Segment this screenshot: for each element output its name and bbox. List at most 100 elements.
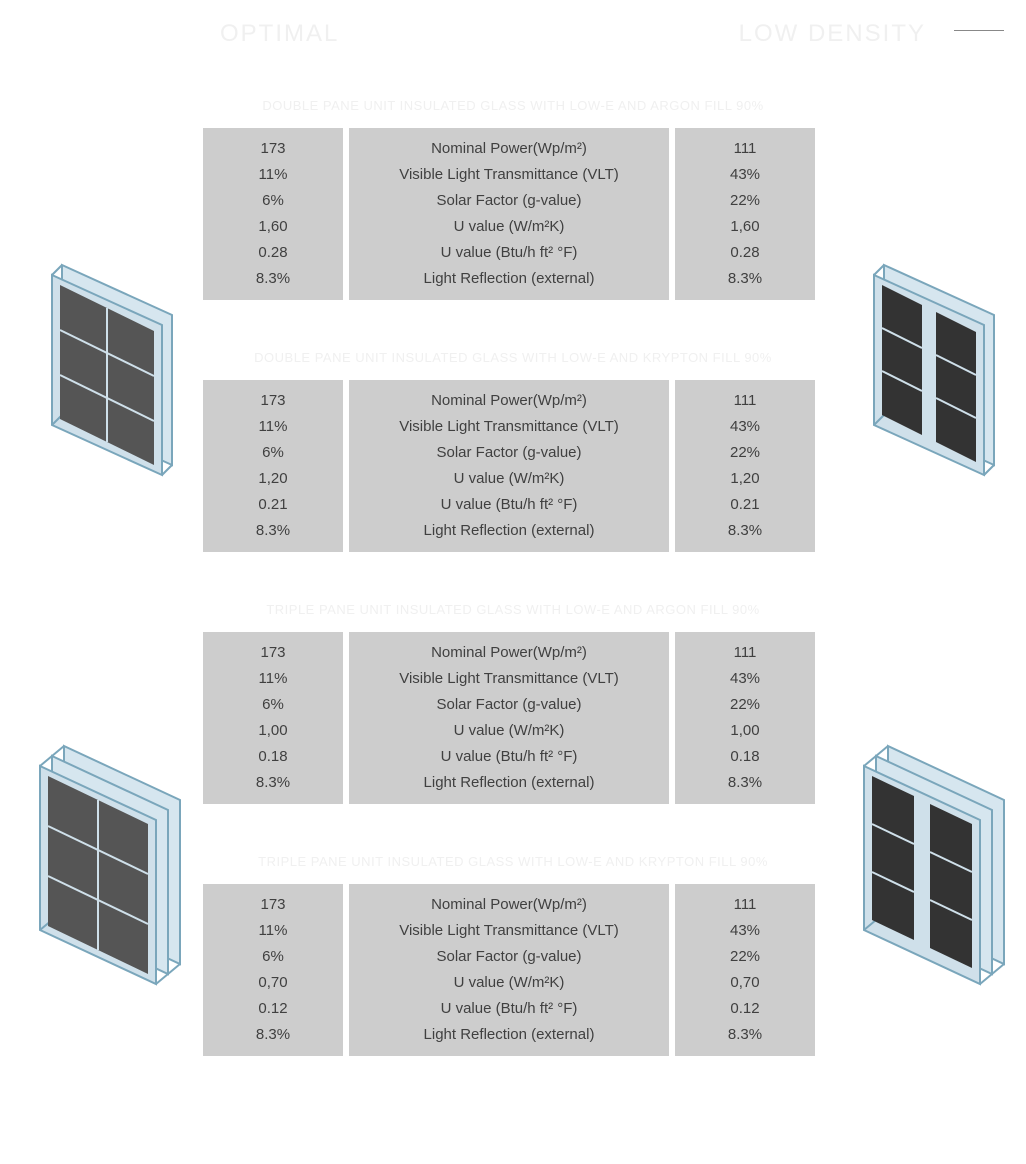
cell: 1,00 — [203, 718, 343, 744]
spec-table: 173 11% 6% 1,60 0.28 8.3% Nominal Power(… — [203, 128, 823, 300]
cell: 22% — [675, 188, 815, 214]
label: U value (Btu/h ft² °F) — [349, 240, 669, 266]
col-left: 173 11% 6% 1,60 0.28 8.3% — [203, 128, 343, 300]
label: Nominal Power(Wp/m²) — [349, 892, 669, 918]
col-labels: Nominal Power(Wp/m²) Visible Light Trans… — [349, 128, 669, 300]
cell: 1,60 — [675, 214, 815, 240]
label: U value (W/m²K) — [349, 970, 669, 996]
label: U value (Btu/h ft² °F) — [349, 996, 669, 1022]
cell: 1,20 — [675, 466, 815, 492]
cell: 6% — [203, 188, 343, 214]
cell: 6% — [203, 944, 343, 970]
label: Light Reflection (external) — [349, 518, 669, 544]
cell: 6% — [203, 692, 343, 718]
glass-double-optimal-icon — [42, 255, 192, 485]
cell: 111 — [675, 136, 815, 162]
cell: 111 — [675, 640, 815, 666]
cell: 0.21 — [675, 492, 815, 518]
cell: 0.18 — [675, 744, 815, 770]
label: U value (W/m²K) — [349, 718, 669, 744]
cell: 0.28 — [675, 240, 815, 266]
cell: 0,70 — [203, 970, 343, 996]
label: Visible Light Transmittance (VLT) — [349, 162, 669, 188]
header-row: OPTIMAL LOW DENSITY — [0, 0, 1026, 58]
cell: 173 — [203, 136, 343, 162]
label: U value (Btu/h ft² °F) — [349, 492, 669, 518]
cell: 8.3% — [675, 1022, 815, 1048]
label: Solar Factor (g-value) — [349, 188, 669, 214]
section-0: DOUBLE PANE UNIT INSULATED GLASS WITH LO… — [203, 98, 823, 300]
label: Visible Light Transmittance (VLT) — [349, 414, 669, 440]
col-right: 111 43% 22% 1,00 0.18 8.3% — [675, 632, 815, 804]
cell: 22% — [675, 692, 815, 718]
cell: 111 — [675, 892, 815, 918]
cell: 0.28 — [203, 240, 343, 266]
spec-table: 173 11% 6% 1,20 0.21 8.3% Nominal Power(… — [203, 380, 823, 552]
cell: 1,00 — [675, 718, 815, 744]
page: OPTIMAL LOW DENSITY DOUBLE PANE UNIT INS… — [0, 0, 1026, 1116]
spec-table: 173 11% 6% 0,70 0.12 8.3% Nominal Power(… — [203, 884, 823, 1056]
label: Nominal Power(Wp/m²) — [349, 136, 669, 162]
header-left: OPTIMAL — [220, 20, 339, 48]
cell: 8.3% — [675, 770, 815, 796]
cell: 173 — [203, 640, 343, 666]
cell: 0.21 — [203, 492, 343, 518]
col-left: 173 11% 6% 0,70 0.12 8.3% — [203, 884, 343, 1056]
label: U value (W/m²K) — [349, 466, 669, 492]
cell: 0.18 — [203, 744, 343, 770]
col-labels: Nominal Power(Wp/m²) Visible Light Trans… — [349, 632, 669, 804]
label: Visible Light Transmittance (VLT) — [349, 666, 669, 692]
col-right: 111 43% 22% 0,70 0.12 8.3% — [675, 884, 815, 1056]
cell: 11% — [203, 918, 343, 944]
cell: 11% — [203, 666, 343, 692]
label: Light Reflection (external) — [349, 266, 669, 292]
cell: 22% — [675, 944, 815, 970]
glass-triple-lowdensity-icon — [854, 740, 1024, 1000]
col-labels: Nominal Power(Wp/m²) Visible Light Trans… — [349, 380, 669, 552]
label: Visible Light Transmittance (VLT) — [349, 918, 669, 944]
glass-triple-optimal-icon — [30, 740, 200, 1000]
col-left: 173 11% 6% 1,00 0.18 8.3% — [203, 632, 343, 804]
cell: 43% — [675, 162, 815, 188]
top-rule — [954, 30, 1004, 31]
spec-table: 173 11% 6% 1,00 0.18 8.3% Nominal Power(… — [203, 632, 823, 804]
cell: 11% — [203, 162, 343, 188]
cell: 43% — [675, 414, 815, 440]
cell: 8.3% — [203, 518, 343, 544]
col-right: 111 43% 22% 1,60 0.28 8.3% — [675, 128, 815, 300]
section-1: DOUBLE PANE UNIT INSULATED GLASS WITH LO… — [203, 350, 823, 552]
header-right: LOW DENSITY — [739, 20, 926, 48]
label: Solar Factor (g-value) — [349, 944, 669, 970]
label: Nominal Power(Wp/m²) — [349, 640, 669, 666]
section-2: TRIPLE PANE UNIT INSULATED GLASS WITH LO… — [203, 602, 823, 804]
cell: 11% — [203, 414, 343, 440]
label: Solar Factor (g-value) — [349, 692, 669, 718]
section-3: TRIPLE PANE UNIT INSULATED GLASS WITH LO… — [203, 854, 823, 1056]
cell: 8.3% — [675, 518, 815, 544]
cell: 111 — [675, 388, 815, 414]
cell: 1,60 — [203, 214, 343, 240]
cell: 173 — [203, 892, 343, 918]
cell: 173 — [203, 388, 343, 414]
cell: 8.3% — [203, 1022, 343, 1048]
cell: 8.3% — [203, 770, 343, 796]
label: Light Reflection (external) — [349, 1022, 669, 1048]
cell: 6% — [203, 440, 343, 466]
cell: 0.12 — [203, 996, 343, 1022]
col-left: 173 11% 6% 1,20 0.21 8.3% — [203, 380, 343, 552]
cell: 0.12 — [675, 996, 815, 1022]
cell: 8.3% — [675, 266, 815, 292]
label: U value (W/m²K) — [349, 214, 669, 240]
cell: 1,20 — [203, 466, 343, 492]
label: Nominal Power(Wp/m²) — [349, 388, 669, 414]
cell: 22% — [675, 440, 815, 466]
cell: 43% — [675, 918, 815, 944]
cell: 8.3% — [203, 266, 343, 292]
section-title: TRIPLE PANE UNIT INSULATED GLASS WITH LO… — [203, 602, 823, 620]
cell: 0,70 — [675, 970, 815, 996]
section-title: DOUBLE PANE UNIT INSULATED GLASS WITH LO… — [203, 350, 823, 368]
glass-double-lowdensity-icon — [864, 255, 1014, 485]
label: Solar Factor (g-value) — [349, 440, 669, 466]
col-right: 111 43% 22% 1,20 0.21 8.3% — [675, 380, 815, 552]
section-title: DOUBLE PANE UNIT INSULATED GLASS WITH LO… — [203, 98, 823, 116]
